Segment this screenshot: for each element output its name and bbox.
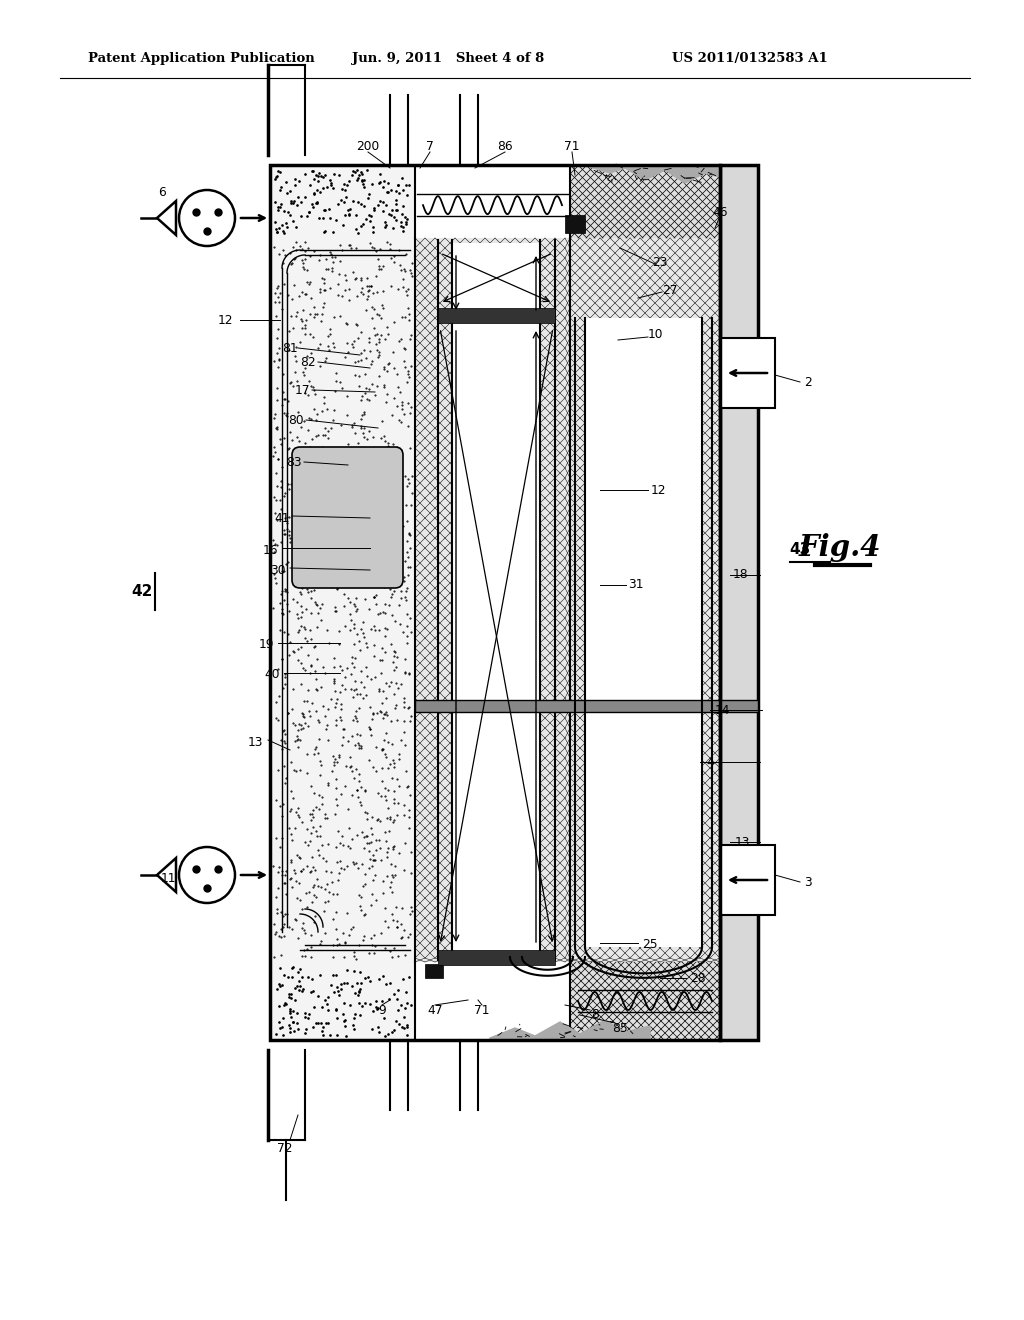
Bar [425, 964, 443, 978]
Bar [415, 238, 570, 962]
Bar [270, 238, 415, 962]
Text: 4: 4 [707, 755, 714, 768]
Text: 13: 13 [734, 836, 750, 849]
Text: 46: 46 [713, 206, 728, 219]
Text: 13: 13 [247, 735, 263, 748]
Bar [415, 165, 570, 238]
Bar [570, 962, 720, 1040]
Bar [565, 215, 585, 234]
Text: 80: 80 [288, 413, 304, 426]
Polygon shape [157, 201, 176, 235]
Text: 81: 81 [283, 342, 298, 355]
Text: 28: 28 [690, 972, 706, 985]
Bar [438, 308, 555, 323]
Bar [415, 962, 570, 1040]
Polygon shape [157, 858, 176, 892]
Text: 14: 14 [715, 704, 730, 717]
Text: 71: 71 [564, 140, 580, 153]
Text: 41: 41 [274, 511, 290, 524]
Bar [720, 845, 775, 915]
Text: 40: 40 [264, 668, 280, 681]
Bar [720, 338, 775, 408]
FancyBboxPatch shape [292, 447, 403, 587]
Text: 10: 10 [647, 329, 663, 342]
Text: 82: 82 [300, 355, 315, 368]
Bar [452, 243, 540, 957]
Text: 18: 18 [732, 569, 748, 582]
Text: 12: 12 [650, 483, 666, 496]
Text: 200: 200 [356, 140, 380, 153]
Bar [415, 700, 758, 711]
Text: 85: 85 [612, 1022, 628, 1035]
Bar [585, 318, 702, 946]
Polygon shape [590, 165, 720, 183]
Text: 25: 25 [642, 939, 657, 952]
Text: 86: 86 [498, 140, 513, 153]
Text: 71: 71 [474, 1003, 489, 1016]
Text: US 2011/0132583 A1: US 2011/0132583 A1 [672, 51, 827, 65]
Text: 19: 19 [258, 639, 273, 652]
Bar [270, 165, 720, 1040]
Bar [452, 243, 540, 308]
Text: 27: 27 [663, 284, 678, 297]
Text: 72: 72 [278, 1142, 293, 1155]
Text: 12: 12 [217, 314, 232, 326]
Bar [438, 950, 555, 965]
Text: 23: 23 [652, 256, 668, 268]
Text: 47: 47 [427, 1003, 442, 1016]
Text: 43: 43 [790, 543, 811, 557]
Text: 16: 16 [262, 544, 278, 557]
Text: Patent Application Publication: Patent Application Publication [88, 51, 314, 65]
Text: 7: 7 [426, 140, 434, 153]
Bar [720, 165, 758, 1040]
Text: 11: 11 [160, 871, 176, 884]
Bar [570, 165, 720, 238]
Text: 31: 31 [629, 578, 644, 591]
Polygon shape [490, 1020, 650, 1040]
Bar [270, 962, 415, 1040]
Text: 2: 2 [804, 375, 812, 388]
Text: Jun. 9, 2011   Sheet 4 of 8: Jun. 9, 2011 Sheet 4 of 8 [352, 51, 544, 65]
Text: 3: 3 [804, 875, 812, 888]
Text: 42: 42 [131, 585, 153, 599]
Text: 6: 6 [158, 186, 166, 198]
Bar [270, 165, 415, 238]
Text: 17: 17 [294, 384, 309, 396]
Text: 83: 83 [286, 455, 302, 469]
Text: Fig.4: Fig.4 [799, 533, 882, 562]
Text: 30: 30 [270, 564, 286, 577]
Bar [570, 238, 720, 962]
Text: 8: 8 [591, 1008, 599, 1022]
Text: 9: 9 [378, 1003, 386, 1016]
